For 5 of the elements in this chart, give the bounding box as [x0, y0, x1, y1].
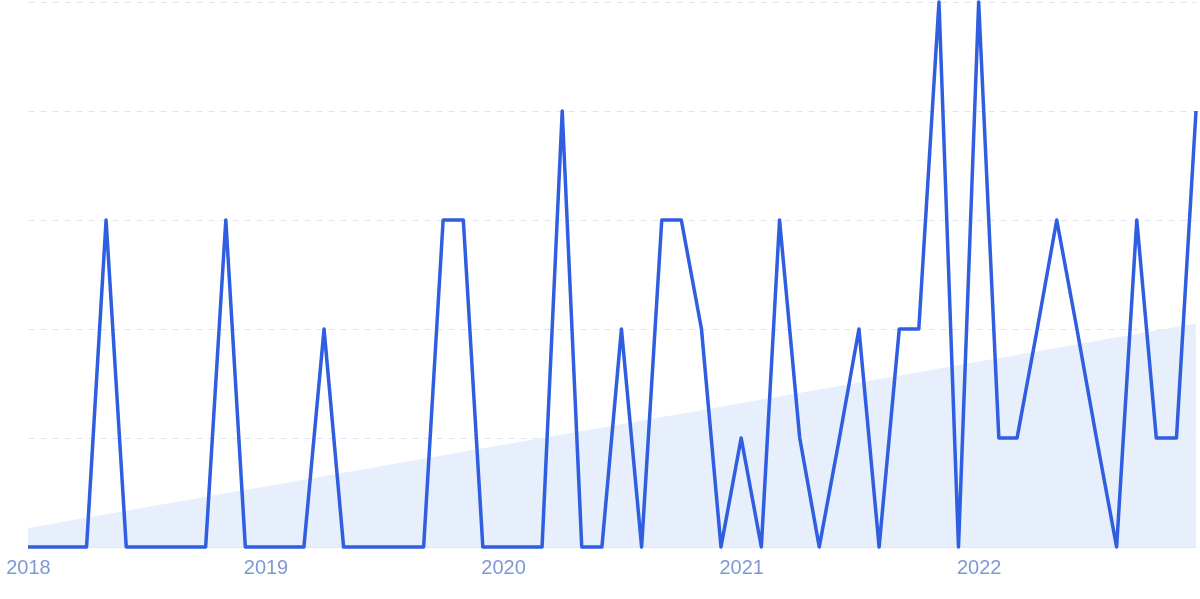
x-tick-label: 2020 — [481, 555, 526, 578]
x-tick-label: 2021 — [719, 555, 764, 578]
x-tick-label: 2018 — [6, 555, 51, 578]
x-tick-label: 2019 — [243, 555, 289, 578]
x-tick-label: 2022 — [956, 555, 1002, 578]
